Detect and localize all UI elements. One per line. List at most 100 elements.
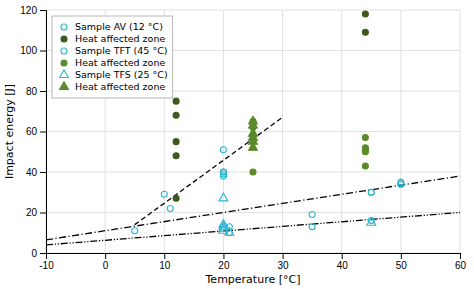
axis-line (40, 11, 47, 254)
tick-mark (40, 132, 46, 133)
tick-label: 40 (26, 167, 38, 178)
point (132, 228, 138, 234)
tick-mark (283, 253, 284, 259)
legend-swatch (60, 82, 69, 90)
trend-line (46, 176, 460, 240)
point (362, 11, 368, 17)
tick-label: 0 (103, 260, 109, 271)
point (362, 135, 368, 141)
point (250, 169, 256, 175)
point (173, 195, 179, 201)
plot: -100102030405060020406080100120Sample AV… (20, 5, 466, 271)
tick: 40 (26, 167, 46, 178)
legend-swatch (61, 24, 67, 30)
tick-label: -10 (39, 260, 54, 271)
tick-mark (164, 253, 165, 259)
tick-mark (105, 253, 106, 259)
tick-mark (223, 253, 224, 259)
tick-mark (401, 253, 402, 259)
tick: 0 (31, 248, 46, 259)
tick-label: 50 (396, 260, 408, 271)
chart: -100102030405060020406080100120Sample AV… (0, 0, 474, 289)
legend-label: Heat affected zone (75, 57, 165, 68)
point (225, 228, 234, 236)
tick-label: 40 (337, 260, 349, 271)
point (368, 189, 374, 195)
tick-label: 20 (26, 207, 38, 218)
tick-label: 80 (26, 86, 38, 97)
point (249, 143, 258, 151)
tick: 30 (278, 253, 290, 271)
tick-label: 20 (218, 260, 230, 271)
tick: 20 (218, 253, 230, 271)
tick-label: 60 (26, 126, 38, 137)
tick-mark (40, 213, 46, 214)
tick: 60 (455, 253, 467, 271)
point (219, 193, 228, 201)
legend: Sample AV (12 °C)Heat affected zoneSampl… (52, 16, 173, 98)
tick-mark (460, 253, 461, 259)
tick-mark (40, 10, 46, 11)
axis-line (47, 254, 461, 260)
tick: 0 (103, 253, 109, 271)
legend-swatch (61, 36, 67, 42)
tick-label: 30 (278, 260, 290, 271)
x-axis-label: Temperature [°C] (205, 273, 301, 286)
point (173, 139, 179, 145)
tick-mark (40, 253, 46, 254)
point (309, 212, 315, 218)
legend-label: Sample TFS (25 °C) (75, 69, 168, 80)
legend-label: Heat affected zone (75, 81, 165, 92)
tick-label: 60 (455, 260, 467, 271)
point (362, 163, 368, 169)
tick: 40 (337, 253, 349, 271)
legend-label: Sample AV (12 °C) (75, 21, 163, 32)
point (173, 98, 179, 104)
point (173, 112, 179, 118)
point (309, 224, 315, 230)
x-axis: -10 0 10 20 30 40 50 60 (39, 253, 466, 271)
legend-swatch (61, 60, 67, 66)
point (367, 218, 376, 226)
tick-mark (40, 91, 46, 92)
tick-mark (40, 51, 46, 52)
grid-line (46, 10, 460, 11)
tick: 50 (396, 253, 408, 271)
marks (46, 11, 460, 245)
point (398, 181, 404, 187)
point (249, 120, 258, 128)
legend-swatch (60, 70, 69, 78)
tick: 120 (20, 5, 46, 16)
legend-label: Sample TFT (45 °C) (75, 45, 167, 56)
tick-label: 120 (20, 5, 37, 16)
point (161, 191, 167, 197)
tick: 60 (26, 126, 46, 137)
point (368, 189, 374, 195)
tick-mark (342, 253, 343, 259)
grid-line (46, 212, 460, 213)
y-axis: 0 20 40 60 80 100 120 (20, 5, 46, 259)
tick: 100 (20, 45, 46, 56)
tick: -10 (39, 253, 54, 271)
legend-label: Heat affected zone (75, 33, 165, 44)
tick: 10 (159, 253, 171, 271)
trend-line (46, 213, 460, 245)
point (167, 205, 173, 211)
tick: 20 (26, 207, 46, 218)
legend-box (52, 16, 173, 98)
point (220, 147, 226, 153)
trend-line (135, 117, 283, 224)
legend-swatch (61, 48, 67, 54)
point (220, 173, 226, 179)
grid (46, 10, 460, 253)
tick: 80 (26, 86, 46, 97)
point (173, 153, 179, 159)
tick-mark (40, 172, 46, 173)
y-axis-label: Impact energy [J] (3, 84, 16, 179)
point (362, 29, 368, 35)
point (362, 149, 368, 155)
tick-label: 10 (159, 260, 171, 271)
tick-label: 0 (31, 248, 37, 259)
point (398, 181, 404, 187)
tick-label: 100 (20, 45, 37, 56)
